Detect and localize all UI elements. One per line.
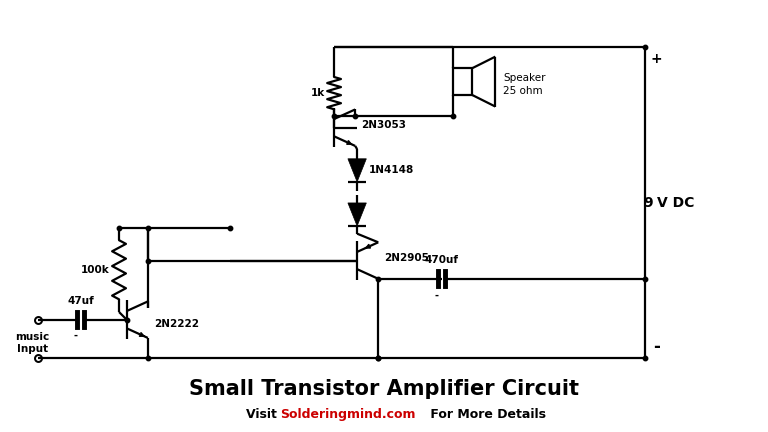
Text: For More Details: For More Details xyxy=(426,408,546,421)
Text: 1N4148: 1N4148 xyxy=(369,165,414,175)
Text: 2N2905: 2N2905 xyxy=(384,253,429,263)
Text: -: - xyxy=(434,290,439,300)
Text: -: - xyxy=(73,331,78,341)
Text: 1k: 1k xyxy=(310,88,325,98)
Text: music
Input: music Input xyxy=(15,332,49,353)
Polygon shape xyxy=(348,159,366,182)
Text: Small Transistor Amplifier Circuit: Small Transistor Amplifier Circuit xyxy=(189,379,579,399)
Text: Speaker: Speaker xyxy=(503,73,545,83)
Text: Visit: Visit xyxy=(246,408,281,421)
Text: V DC: V DC xyxy=(657,196,694,210)
Text: 9: 9 xyxy=(643,196,653,210)
Text: Solderingmind.com: Solderingmind.com xyxy=(280,408,415,421)
Polygon shape xyxy=(348,203,366,226)
Text: 2N3053: 2N3053 xyxy=(361,121,406,130)
Text: 47uf: 47uf xyxy=(68,296,94,306)
Text: 25 ohm: 25 ohm xyxy=(503,86,543,96)
Text: 2N2222: 2N2222 xyxy=(154,318,199,328)
Bar xyxy=(453,68,472,95)
Text: 470uf: 470uf xyxy=(425,255,458,265)
Text: -: - xyxy=(654,337,660,356)
Text: +: + xyxy=(650,51,663,66)
Text: 100k: 100k xyxy=(81,265,110,275)
